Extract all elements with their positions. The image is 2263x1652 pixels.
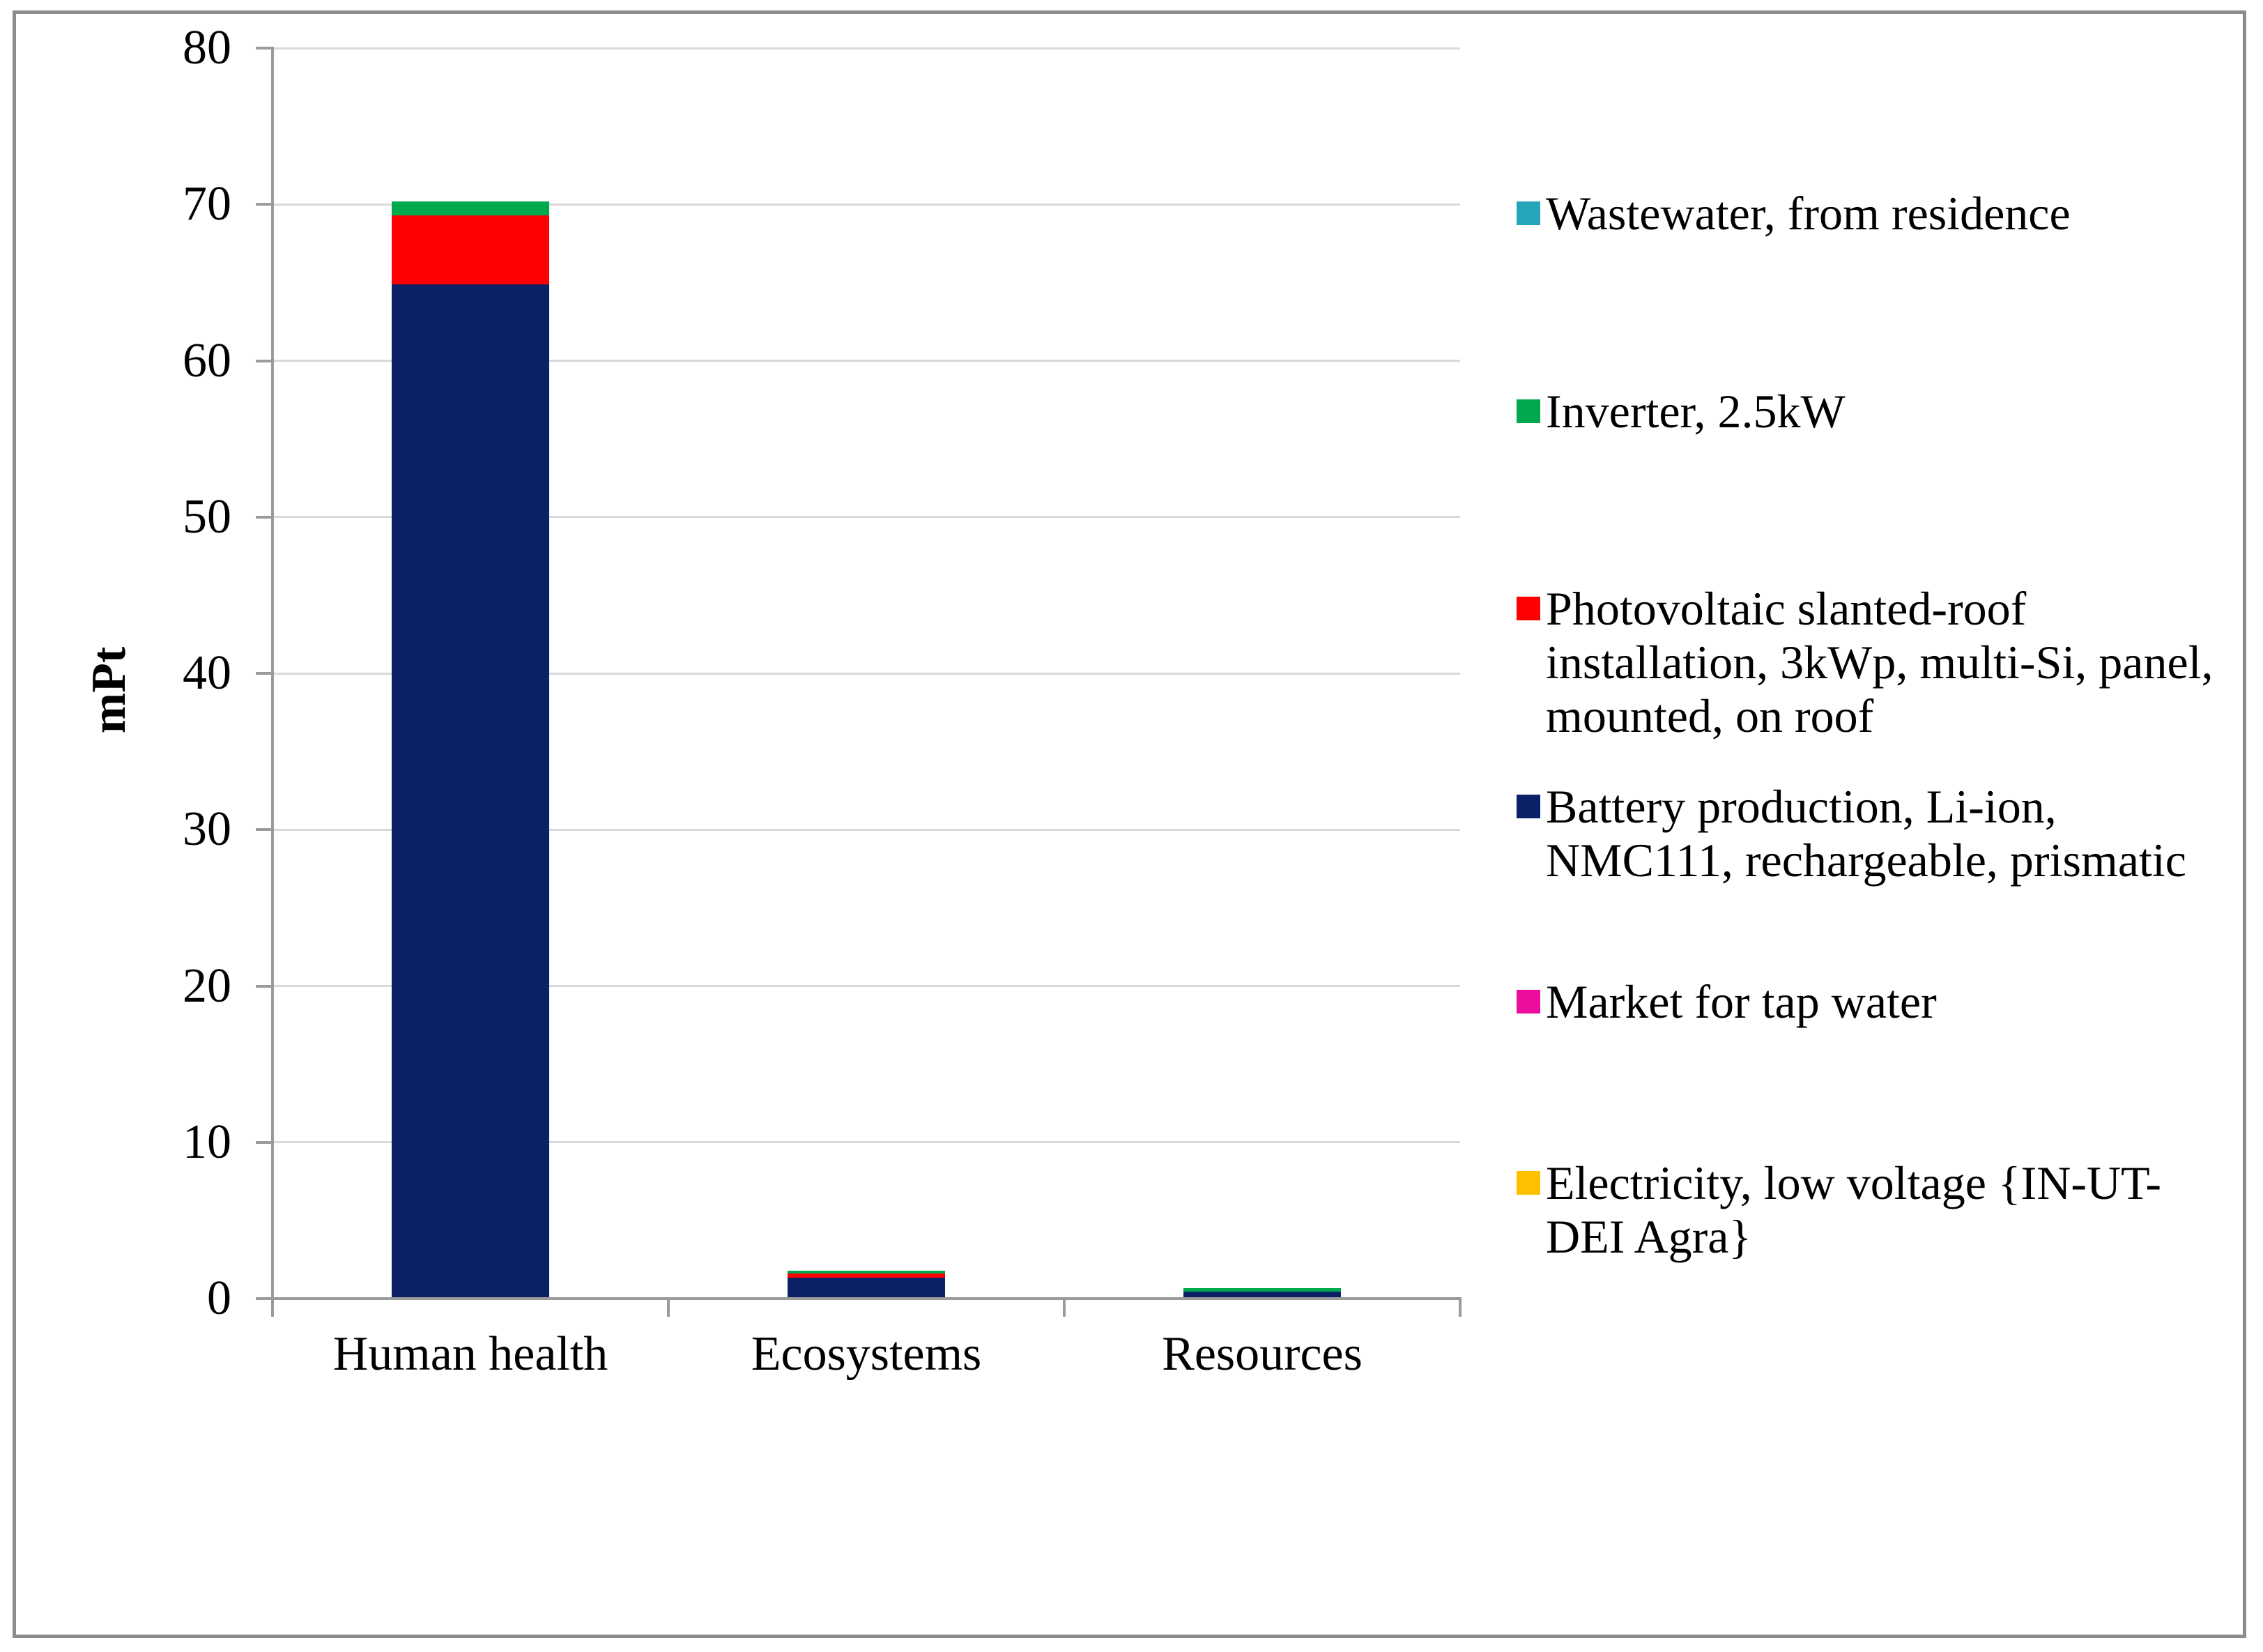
y-tick-label: 0 — [207, 1271, 231, 1325]
y-tick-label: 10 — [183, 1115, 231, 1169]
bar-segment — [392, 215, 549, 284]
legend-entry-label: Electricity, low voltage {IN-UT-DEI Agra… — [1546, 1156, 2162, 1263]
gridline — [273, 828, 1460, 831]
figure-border — [13, 10, 2246, 1638]
gridline — [273, 1141, 1460, 1144]
legend-entry-label: Battery production, Li-ion, NMC111, rech… — [1546, 779, 2186, 887]
x-axis-tick — [1459, 1300, 1462, 1317]
y-axis-tick — [256, 672, 273, 675]
y-tick-label: 60 — [183, 333, 231, 388]
legend-swatch-icon — [1517, 597, 1540, 620]
gridline — [273, 985, 1460, 987]
category-label: Human health — [332, 1327, 608, 1381]
legend-swatch-icon — [1517, 399, 1540, 423]
y-axis-tick — [256, 359, 273, 362]
y-tick-label: 80 — [183, 21, 231, 75]
legend-entry-label: Wastewater, from residence — [1546, 186, 2071, 240]
x-axis-tick — [667, 1300, 670, 1317]
y-axis-tick — [256, 1297, 273, 1300]
bar-segment — [788, 1274, 945, 1278]
bar-segment — [788, 1277, 945, 1299]
category-label: Ecosystems — [751, 1327, 982, 1381]
gridline — [273, 672, 1460, 675]
legend-entry-label: Photovoltaic slanted-roof installation, … — [1546, 581, 2214, 742]
gridline — [273, 47, 1460, 49]
y-tick-label: 50 — [183, 489, 231, 544]
y-tick-label: 40 — [183, 646, 231, 700]
x-axis-line — [271, 1297, 1462, 1300]
y-axis-tick — [256, 1140, 273, 1144]
y-axis-tick — [256, 828, 273, 832]
y-axis-tick — [256, 47, 273, 49]
bar-segment — [392, 284, 549, 1299]
bar-segment — [1183, 1288, 1341, 1292]
x-axis-tick — [1063, 1300, 1066, 1317]
x-axis-tick — [271, 1300, 274, 1317]
legend-entry-label: Market for tap water — [1546, 974, 1937, 1028]
y-axis-tick — [256, 984, 273, 988]
legend-entry-label: Inverter, 2.5kW — [1546, 384, 1846, 438]
legend-swatch-icon — [1517, 795, 1540, 818]
gridline — [273, 360, 1460, 362]
y-axis-line — [271, 47, 274, 1300]
gridline — [273, 203, 1460, 206]
y-axis-tick — [256, 515, 273, 519]
legend-swatch-icon — [1517, 1171, 1540, 1195]
bar-segment — [788, 1270, 945, 1274]
bar-segment — [392, 201, 549, 215]
y-tick-label: 20 — [183, 958, 231, 1013]
legend-swatch-icon — [1517, 990, 1540, 1014]
gridline — [273, 516, 1460, 519]
y-tick-label: 30 — [183, 802, 231, 857]
y-tick-label: 70 — [183, 177, 231, 231]
bar-segment — [1183, 1291, 1341, 1299]
legend-swatch-icon — [1517, 201, 1540, 225]
category-label: Resources — [1162, 1327, 1363, 1381]
y-axis-tick — [256, 203, 273, 206]
y-axis-title: mPt — [82, 646, 136, 734]
